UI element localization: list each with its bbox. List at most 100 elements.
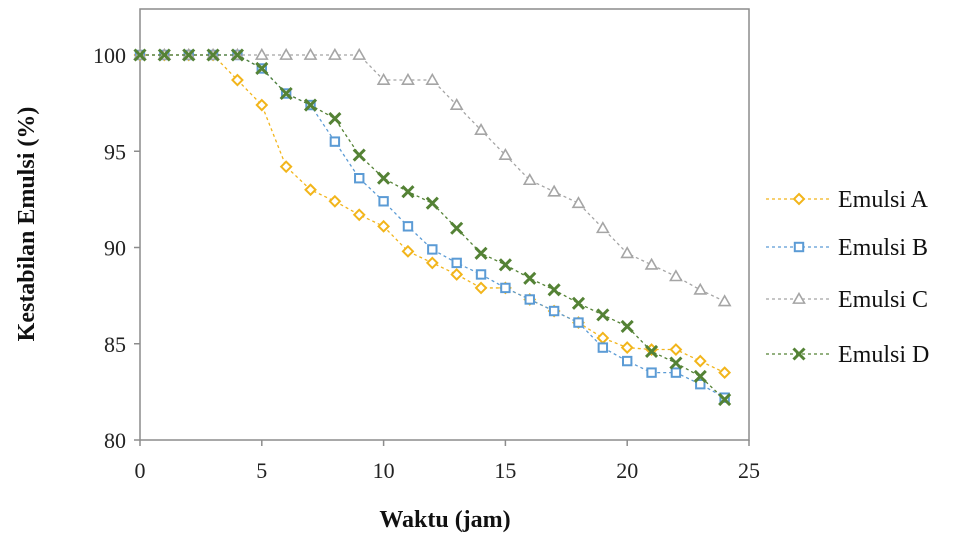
legend-item-emulsi-c: Emulsi C (766, 287, 928, 313)
data-point-emulsi-b (354, 173, 365, 184)
data-point-emulsi-c (522, 173, 537, 186)
data-point-emulsi-c (303, 47, 318, 60)
data-point-emulsi-d (523, 271, 537, 285)
data-point-emulsi-b (695, 378, 706, 390)
x-tick-label: 25 (738, 458, 760, 483)
y-tick-label: 85 (104, 332, 126, 357)
data-point-emulsi-d (620, 319, 634, 333)
data-point-emulsi-d (133, 48, 147, 62)
legend-marker-emulsi-d (792, 347, 806, 361)
legend-marker-emulsi-b (793, 241, 805, 253)
series-emulsi-d (133, 48, 732, 407)
data-point-emulsi-c (620, 246, 635, 259)
plot-area-frame (139, 8, 750, 441)
legend-item-emulsi-d: Emulsi D (766, 342, 929, 368)
data-point-emulsi-b (475, 269, 487, 280)
data-point-emulsi-c (498, 147, 513, 161)
x-axis-title: Waktu (jam) (379, 507, 510, 533)
data-point-emulsi-c (669, 269, 683, 282)
data-point-emulsi-d (157, 48, 171, 62)
data-point-emulsi-a (718, 366, 732, 380)
series-layer (133, 47, 732, 407)
data-point-emulsi-d (401, 185, 415, 199)
data-point-emulsi-a (279, 160, 293, 174)
data-point-emulsi-b (451, 257, 462, 269)
data-point-emulsi-c (644, 257, 659, 270)
data-point-emulsi-a (352, 208, 366, 222)
data-point-emulsi-a (377, 219, 391, 233)
data-point-emulsi-d (644, 344, 659, 359)
y-tick-label: 80 (104, 428, 126, 453)
data-point-emulsi-c (595, 221, 610, 234)
legend-item-emulsi-a: Emulsi A (766, 187, 929, 213)
data-point-emulsi-a (450, 268, 464, 281)
data-point-emulsi-b (524, 294, 535, 305)
data-point-emulsi-c (547, 184, 561, 197)
data-point-emulsi-b (573, 317, 584, 328)
data-point-emulsi-c (279, 47, 294, 60)
data-point-emulsi-d (669, 356, 683, 370)
y-axis-title: Kestabilan Emulsi (%) (14, 107, 40, 342)
data-point-emulsi-c (352, 47, 367, 60)
data-point-emulsi-d (693, 369, 707, 384)
data-point-emulsi-d (279, 86, 293, 101)
data-point-emulsi-b (378, 196, 389, 207)
data-point-emulsi-c (449, 97, 464, 110)
data-point-emulsi-b (670, 367, 682, 378)
data-point-emulsi-d (230, 48, 245, 62)
data-point-emulsi-d (498, 258, 512, 272)
x-tick-label: 20 (616, 458, 638, 483)
data-point-emulsi-a (693, 354, 707, 368)
data-point-emulsi-b (548, 305, 560, 317)
data-point-emulsi-a (669, 343, 683, 356)
data-point-emulsi-c (425, 72, 440, 85)
data-point-emulsi-b (597, 342, 609, 353)
data-point-emulsi-d (450, 221, 464, 235)
data-point-emulsi-c (717, 294, 732, 307)
data-point-emulsi-c (571, 196, 586, 209)
y-tick-label: 90 (104, 236, 126, 261)
data-point-emulsi-a (620, 341, 634, 355)
data-point-emulsi-c (376, 72, 391, 85)
data-point-emulsi-a (425, 256, 439, 270)
x-tick-label: 15 (494, 458, 516, 483)
data-point-emulsi-d (571, 296, 586, 310)
data-point-emulsi-b (402, 221, 414, 232)
data-point-emulsi-a (328, 194, 342, 208)
data-point-emulsi-d (377, 171, 391, 185)
data-point-emulsi-c (254, 47, 269, 60)
data-point-emulsi-d (596, 308, 610, 322)
legend-label-emulsi-b: Emulsi B (838, 235, 928, 261)
y-tick-label: 95 (104, 139, 126, 164)
data-point-emulsi-c (474, 122, 488, 135)
data-point-emulsi-b (500, 282, 511, 294)
data-point-emulsi-d (255, 61, 269, 76)
x-tick-label: 10 (373, 458, 395, 483)
legend: Emulsi A Emulsi B Emulsi C Emulsi D (766, 187, 929, 368)
data-point-emulsi-b (329, 136, 341, 147)
y-tick-label: 100 (93, 43, 126, 68)
legend-item-emulsi-b: Emulsi B (766, 235, 928, 261)
axes: 0 5 10 15 20 25 80 85 90 95 100 (93, 43, 760, 483)
data-point-emulsi-d (303, 98, 318, 112)
data-point-emulsi-c (328, 47, 342, 60)
data-point-emulsi-a (401, 244, 415, 258)
data-point-emulsi-a (231, 73, 244, 87)
data-point-emulsi-b (646, 367, 657, 378)
data-point-emulsi-d (718, 393, 732, 407)
data-point-emulsi-b (427, 244, 438, 255)
data-point-emulsi-c (401, 72, 415, 85)
x-tick-label: 5 (256, 458, 267, 483)
legend-marker-emulsi-a (792, 192, 806, 206)
data-point-emulsi-d (352, 148, 366, 162)
data-point-emulsi-d (425, 196, 439, 210)
data-point-emulsi-d (182, 48, 196, 62)
data-point-emulsi-a (304, 183, 317, 197)
data-point-emulsi-c (693, 282, 708, 295)
data-point-emulsi-a (474, 281, 488, 295)
legend-label-emulsi-a: Emulsi A (838, 187, 929, 213)
data-point-emulsi-d (474, 246, 488, 260)
legend-label-emulsi-c: Emulsi C (838, 287, 928, 313)
data-point-emulsi-d (206, 48, 220, 62)
